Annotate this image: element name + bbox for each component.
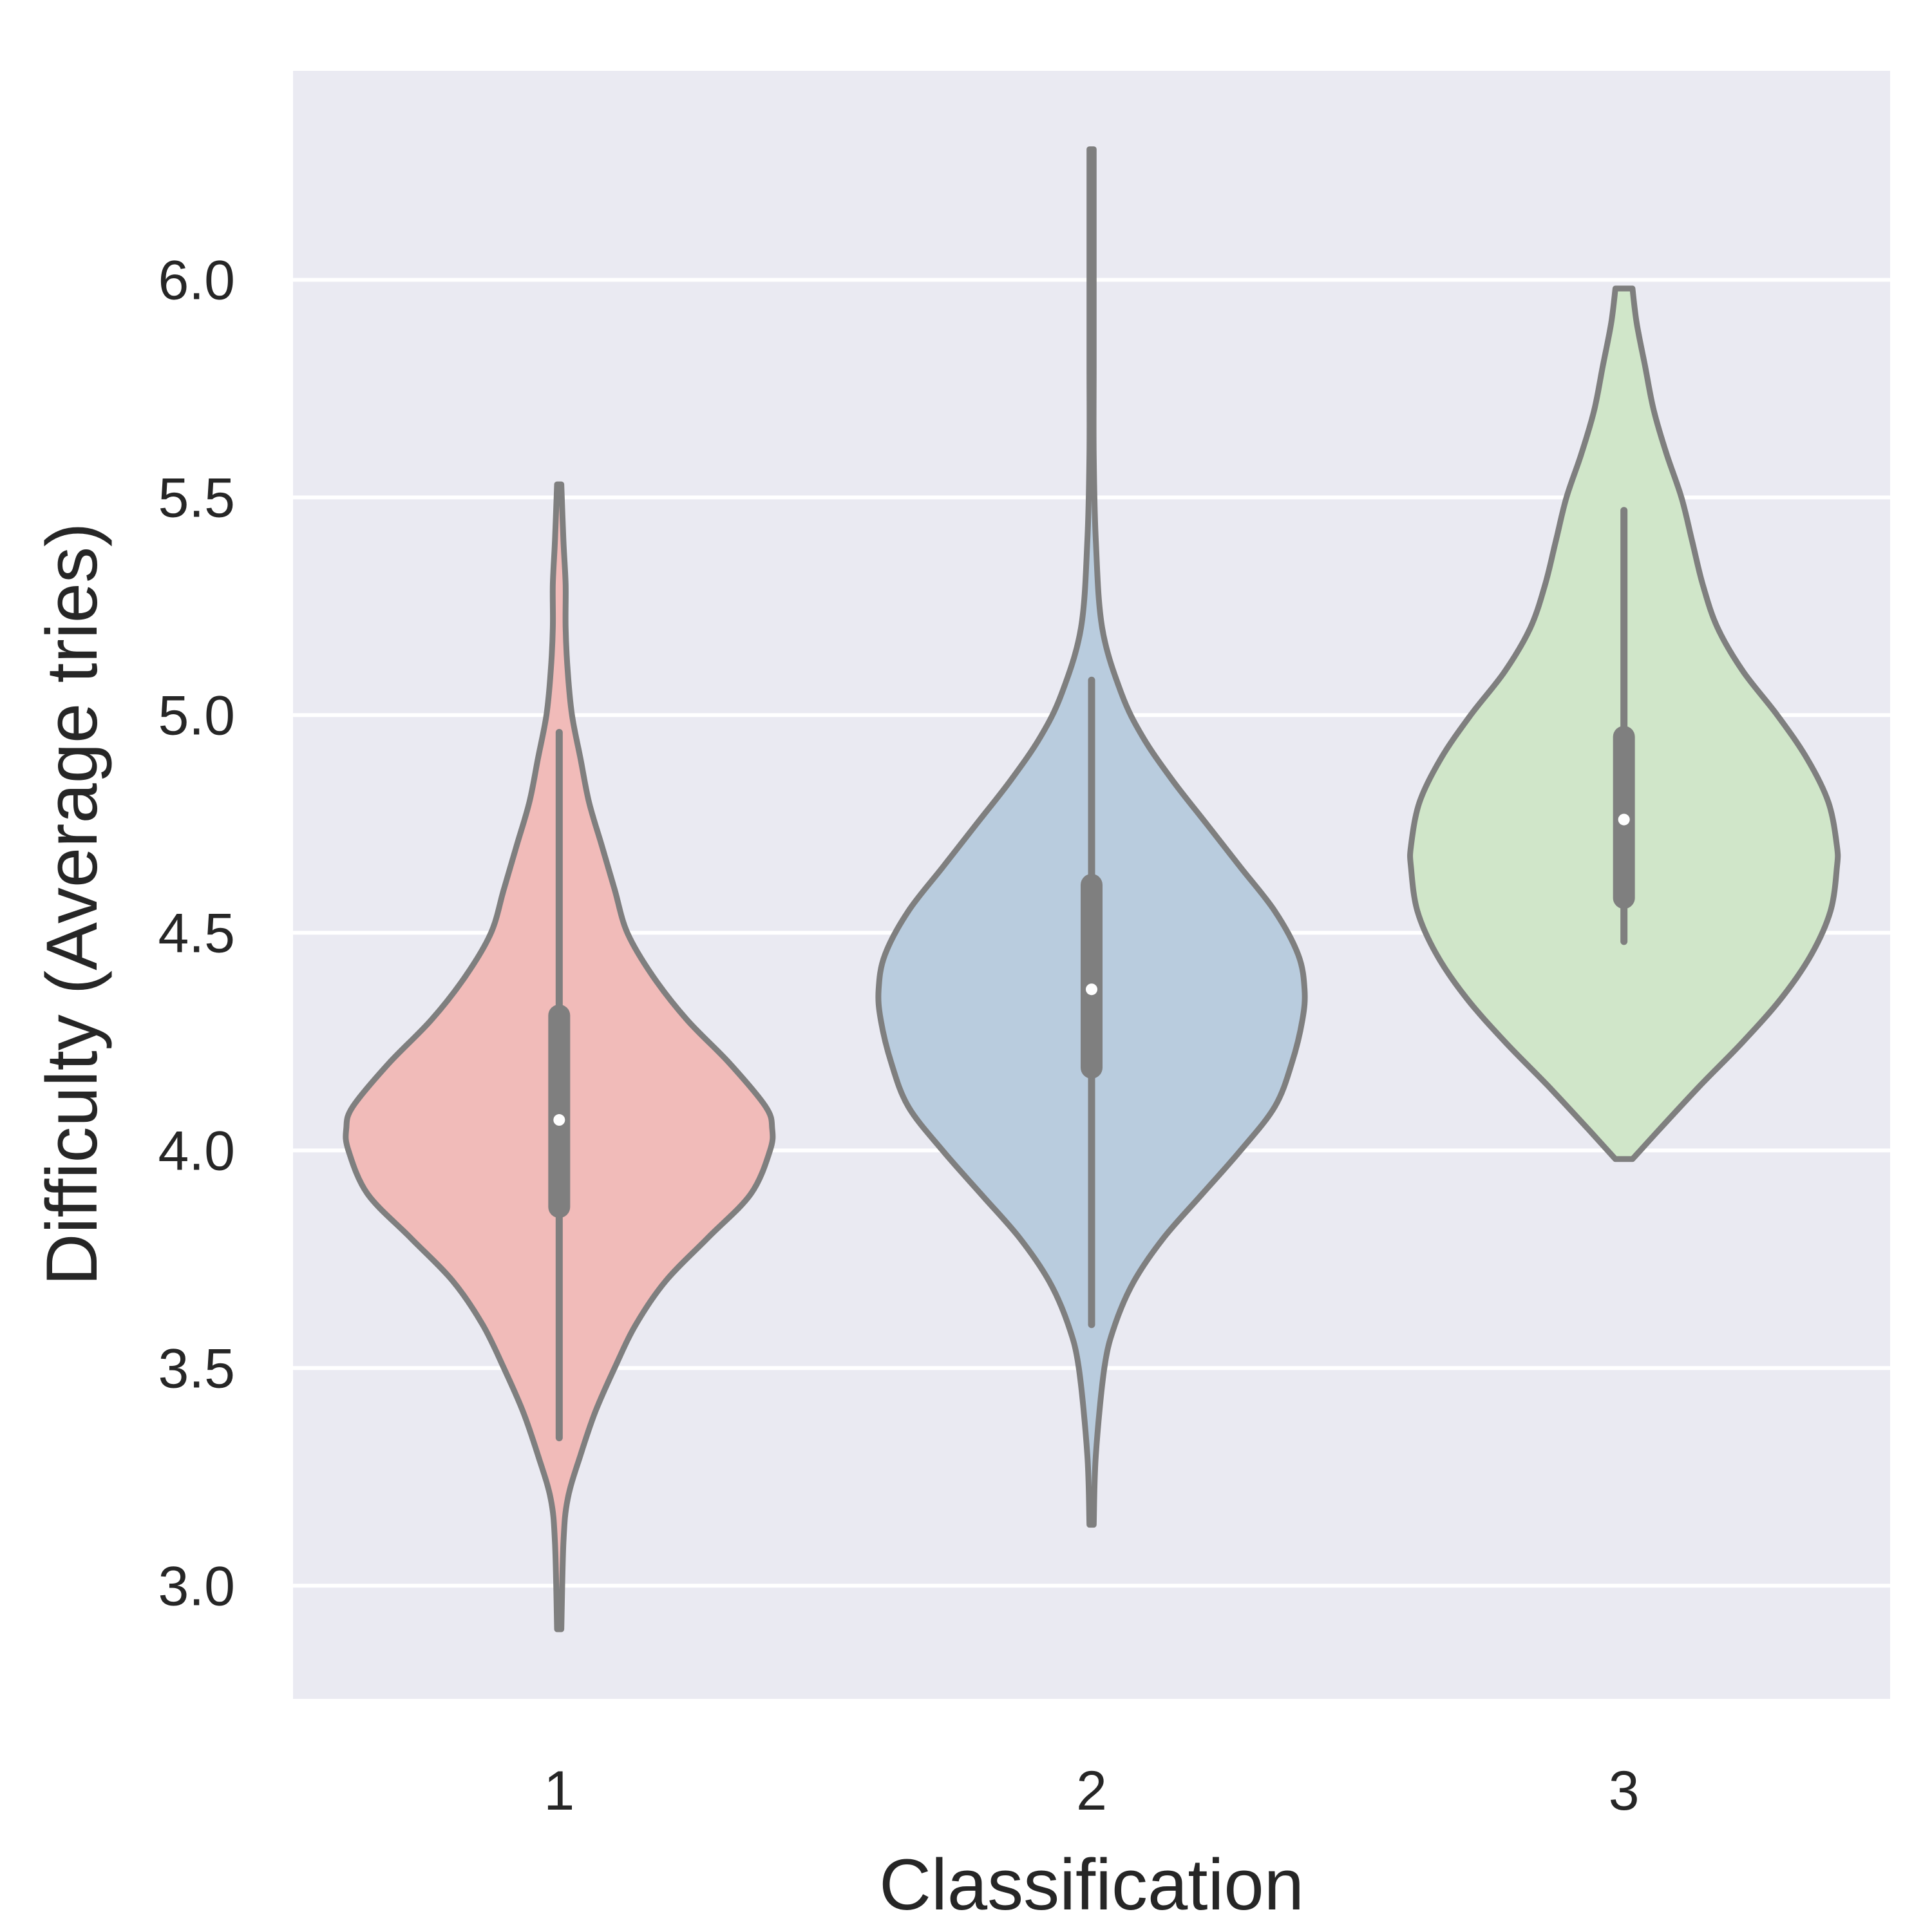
median-point xyxy=(1618,813,1630,826)
y-tick-label: 4.0 xyxy=(158,1120,235,1182)
violin-3 xyxy=(1407,285,1841,1162)
violins xyxy=(343,146,1841,1633)
x-axis-title: Classification xyxy=(879,1844,1304,1925)
median-point xyxy=(553,1114,565,1126)
y-tick-label: 4.5 xyxy=(158,902,235,964)
y-tick-label: 5.5 xyxy=(158,467,235,529)
median-point xyxy=(1086,983,1097,996)
y-tick-label: 3.5 xyxy=(158,1338,235,1399)
x-tick-label: 2 xyxy=(1076,1760,1107,1822)
violin-2 xyxy=(875,146,1308,1528)
x-tick-label: 3 xyxy=(1609,1760,1640,1822)
x-tick-label: 1 xyxy=(544,1760,574,1822)
y-tick-label: 5.0 xyxy=(158,685,235,746)
x-tick-labels: 1 2 3 xyxy=(544,1760,1639,1822)
violin-1 xyxy=(343,481,776,1633)
y-axis-title: Difficulty (Average tries) xyxy=(32,523,112,1286)
y-tick-labels: 3.0 3.5 4.0 4.5 5.0 5.5 6.0 xyxy=(158,249,235,1617)
y-tick-label: 3.0 xyxy=(158,1555,235,1617)
y-tick-label: 6.0 xyxy=(158,249,235,311)
